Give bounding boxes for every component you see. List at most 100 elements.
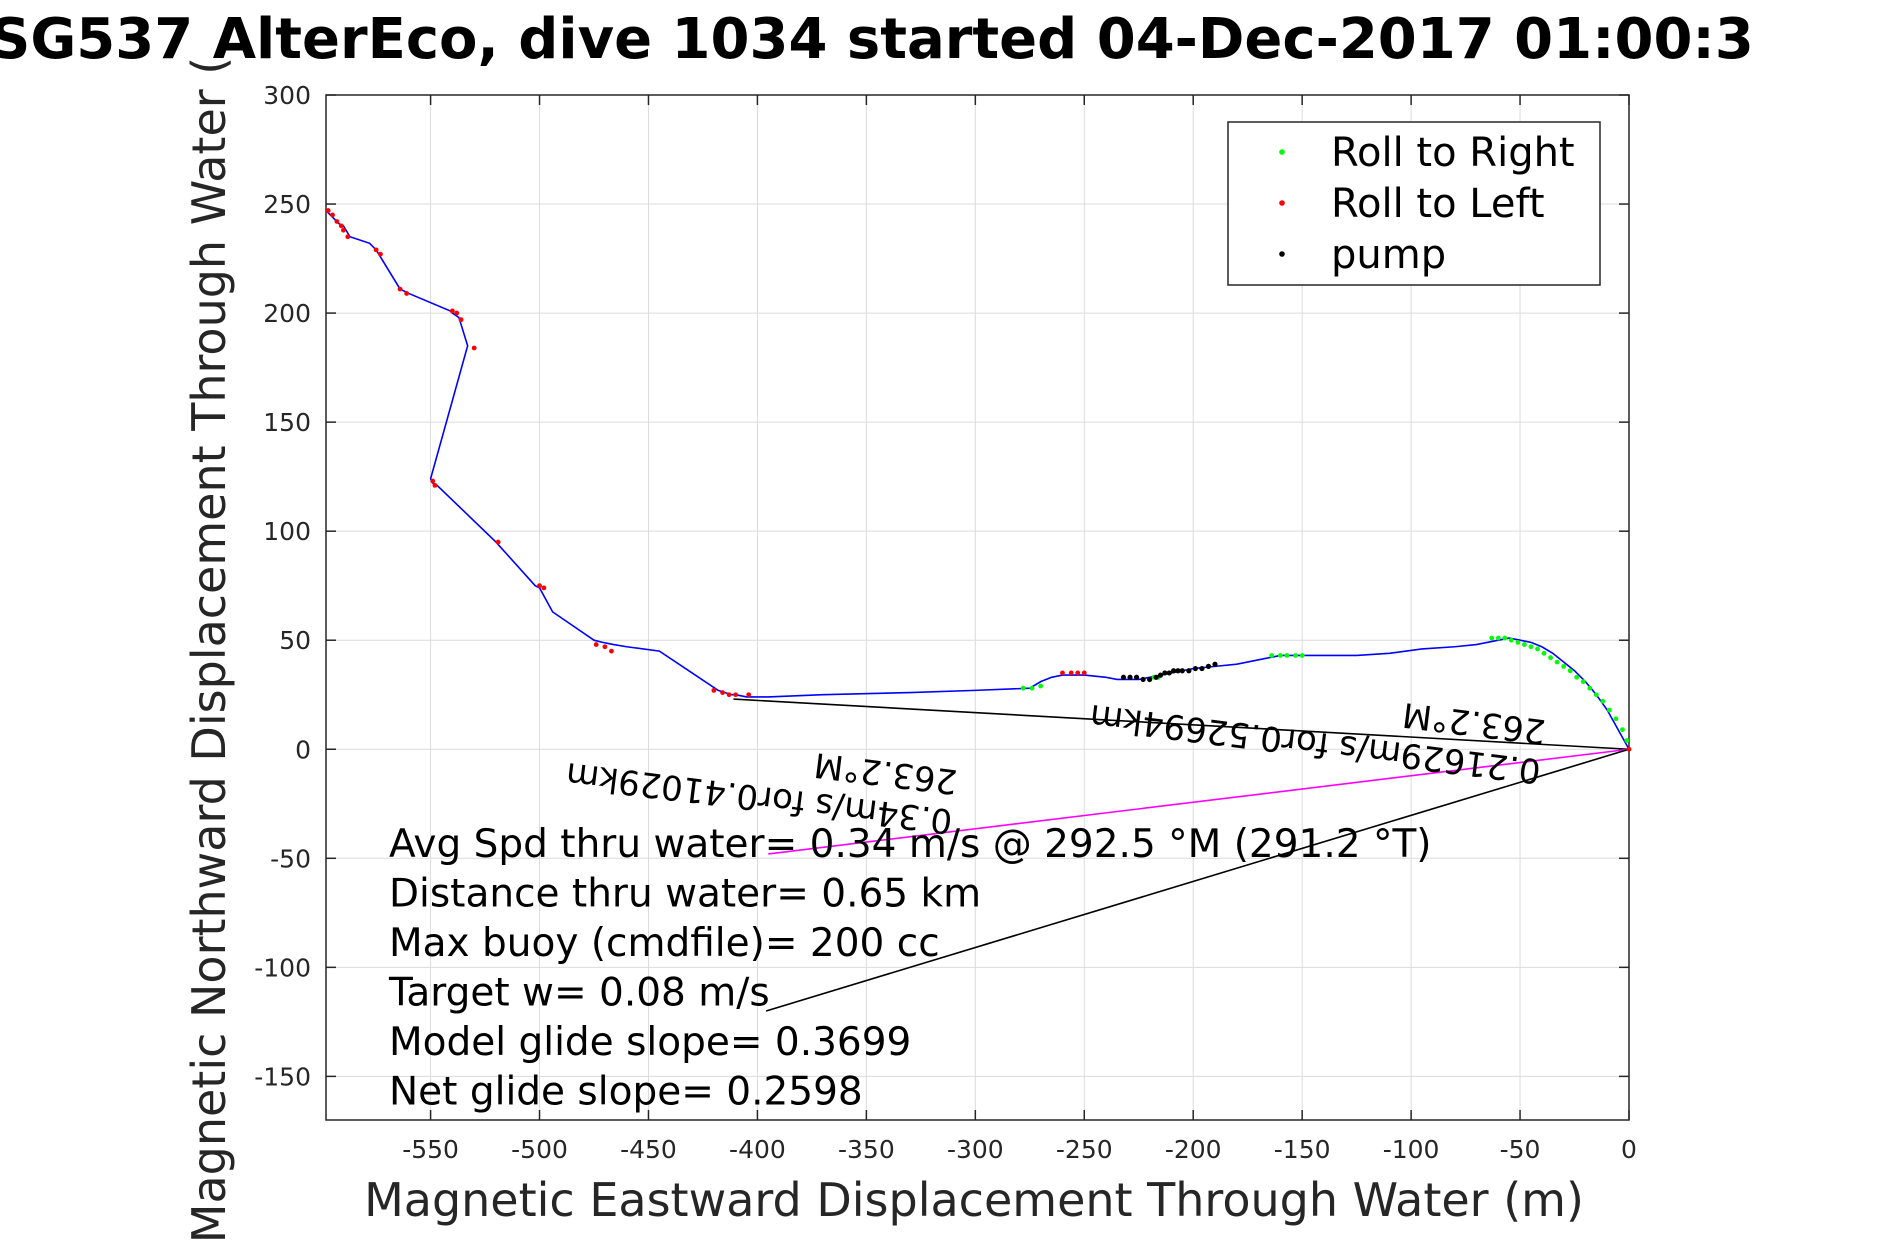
roll-left-point [1075,670,1081,676]
velocity-vector-line [765,748,1630,1012]
annotations: Avg Spd thru water= 0.34 m/s @ 292.5 °M … [388,822,1432,1115]
roll-right-point [1561,663,1567,669]
roll-left-point [404,291,410,296]
roll-left-point [726,692,732,698]
roll-left-point [746,692,752,698]
velocity-vector-line [733,698,1630,751]
roll-left-point [334,219,340,224]
roll-left-point [471,345,477,351]
roll-left-points [325,208,1632,752]
roll-right-point [1508,637,1514,643]
y-tick-label: 0 [295,735,311,764]
roll-right-point [1522,642,1527,647]
velocity-vector-line [768,748,1630,855]
roll-left-point [1081,670,1087,676]
legend-box [1227,121,1601,286]
roll-left-point [495,539,501,545]
legend: Roll to Right Roll to Left pump [1227,121,1601,286]
roll-left-point [454,310,460,316]
x-tick-label: 0 [1621,1135,1637,1164]
roll-right-point [1613,716,1619,722]
x-tick-label: -450 [620,1135,677,1164]
roll-right-point [1299,653,1305,658]
roll-left-point [325,208,331,213]
legend-label: Roll to Right [1331,130,1575,176]
pump-point [1186,668,1192,674]
roll-right-point [1284,653,1290,658]
roll-right-point [1293,653,1299,658]
x-tick-label: -500 [511,1135,568,1164]
annotation-line: Max buoy (cmdfile)= 200 cc [389,921,940,966]
roll-right-point [1620,727,1625,733]
x-tick-label: -300 [947,1135,1004,1164]
roll-right-point [1277,653,1283,658]
roll-left-point [593,642,599,647]
roll-left-point [1060,670,1065,676]
roll-right-point [1606,707,1612,713]
legend-marker [1279,149,1285,155]
y-tick-label: 200 [263,299,311,328]
roll-left-point [449,308,455,314]
pump-point [1133,674,1140,680]
y-tick-label: 250 [263,190,311,219]
roll-right-point [1624,738,1630,743]
roll-left-point [720,690,725,695]
legend-marker [1279,200,1285,206]
roll-right-point [1541,650,1547,656]
roll-left-point [345,234,351,240]
pump-point [1127,674,1133,680]
roll-left-point [430,478,436,484]
roll-right-point [1548,655,1553,661]
axis-ticks: -550 -500 -450 -400 -350 -300 -250 -200 -150 -100… [254,81,1637,1164]
y-tick-label: -50 [270,844,311,873]
roll-right-point [1554,659,1560,665]
track-line [325,210,1630,750]
roll-right-point [1038,683,1044,689]
roll-left-point [602,644,608,650]
roll-right-point [1567,668,1573,674]
roll-left-point [338,223,344,229]
x-tick-label: -150 [1274,1135,1331,1164]
pump-point [1162,670,1168,676]
y-tick-label: 100 [263,517,311,546]
y-tick-label: -150 [254,1062,311,1091]
roll-left-point [733,692,739,698]
roll-right-point [1574,674,1580,680]
roll-left-point [541,585,547,591]
roll-left-point [609,648,614,654]
roll-left-point [537,583,542,589]
roll-left-point [711,687,717,693]
pump-point [1179,668,1185,674]
pump-point [1140,676,1146,683]
roll-right-point [1600,698,1606,704]
plot-area-frame [325,94,1630,1121]
roll-right-point [1587,685,1593,691]
pump-point [1120,674,1127,680]
x-tick-label: -200 [1165,1135,1222,1164]
roll-left-point [458,317,464,323]
roll-left-point [432,482,438,488]
roll-right-point [1593,692,1599,698]
pump-point [1199,665,1205,672]
roll-left-point [1068,670,1074,676]
annotation-line: Avg Spd thru water= 0.34 m/s @ 292.5 °M … [389,822,1432,867]
roll-right-point [1495,635,1501,641]
y-tick-label: 300 [263,81,311,110]
annotation-line: Model glide slope= 0.3699 [389,1020,911,1065]
pump-point [1175,668,1181,674]
roll-right-point [1489,635,1495,641]
roll-left-point [330,212,335,218]
annotation-line: Distance thru water= 0.65 km [389,872,981,917]
roll-right-point [1502,635,1508,641]
x-tick-label: -100 [1383,1135,1440,1164]
x-tick-label: -400 [729,1135,786,1164]
x-tick-label: -250 [1056,1135,1113,1164]
pump-point [1205,663,1212,669]
x-axis-title: Magnetic Eastward Displacement Through W… [364,1173,1584,1227]
x-tick-label: -350 [838,1135,895,1164]
legend-label: Roll to Left [1331,181,1545,227]
pump-point [1171,668,1177,674]
vectors [733,698,1630,1012]
y-tick-label: 150 [263,408,311,437]
